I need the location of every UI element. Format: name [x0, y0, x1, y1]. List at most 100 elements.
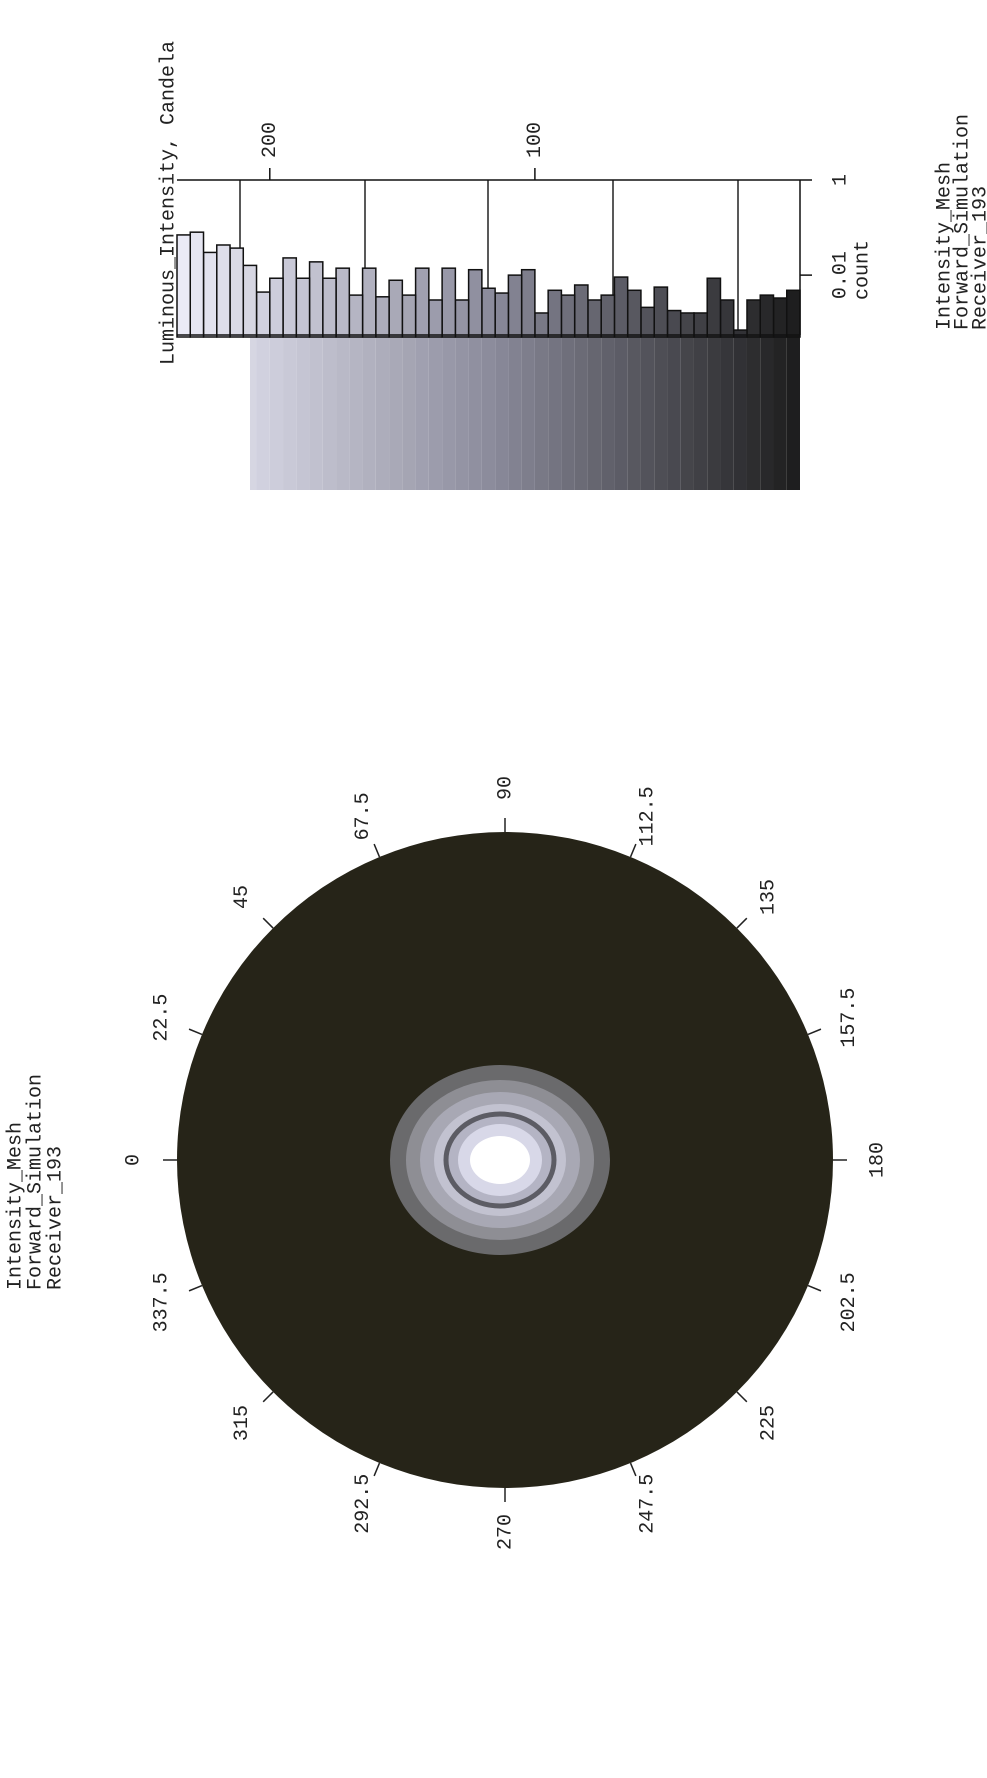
strip-cell — [587, 335, 602, 490]
bar — [255, 291, 271, 338]
bar — [388, 279, 404, 338]
chart-title: Forward_Simulation — [951, 114, 974, 330]
angle-label: 337.5 — [151, 1272, 174, 1332]
strip-cell — [283, 335, 297, 490]
bar — [401, 294, 417, 338]
angle-tick — [262, 917, 274, 929]
bar — [269, 277, 284, 338]
y-tick-label: 100 — [524, 122, 547, 158]
strip-cell — [428, 335, 443, 490]
bar — [600, 294, 616, 338]
angle-tick — [736, 1391, 748, 1403]
strip-cell — [349, 335, 363, 490]
bar — [189, 231, 205, 338]
angle-tick — [373, 843, 381, 858]
bar — [759, 294, 775, 338]
bar — [679, 312, 695, 338]
strip-cell — [495, 335, 509, 490]
angle-tick — [188, 1284, 203, 1292]
angle-label: 225 — [757, 1405, 780, 1441]
angle-label: 45 — [231, 885, 254, 909]
strip-cell — [481, 335, 496, 490]
strip-cell — [654, 335, 668, 490]
strip-cell — [614, 335, 628, 490]
strip-cell — [256, 335, 270, 490]
bar — [229, 247, 245, 338]
strip-cell — [561, 335, 575, 490]
bar — [746, 299, 761, 338]
angle-label: 90 — [494, 776, 517, 800]
strip-cell — [296, 335, 310, 490]
angle-label: 270 — [494, 1514, 517, 1550]
bar — [494, 292, 510, 338]
strip-cell — [786, 335, 800, 490]
strip-cell — [707, 335, 721, 490]
x-axis-label: count — [851, 240, 874, 300]
strip-cell — [415, 335, 429, 490]
strip-cell — [362, 335, 376, 490]
strip-cell — [336, 335, 350, 490]
angle-label: 315 — [231, 1405, 254, 1441]
bar — [534, 312, 549, 338]
bar — [732, 329, 748, 338]
angle-tick — [807, 1028, 822, 1036]
strip-cell — [548, 335, 562, 490]
bar — [308, 261, 324, 338]
bar — [202, 251, 218, 338]
bar — [414, 267, 430, 338]
strip-cell — [402, 335, 416, 490]
strip-cell — [760, 335, 774, 490]
bar — [322, 277, 337, 338]
intensity-blob — [390, 1065, 610, 1255]
strip-cell — [455, 335, 469, 490]
bar — [481, 287, 496, 338]
angle-label: 180 — [866, 1142, 889, 1178]
angle-label: 247.5 — [637, 1474, 660, 1534]
bar — [719, 299, 735, 338]
bar — [666, 309, 682, 338]
strip-cell — [680, 335, 694, 490]
bar — [640, 306, 655, 338]
strip-cell — [693, 335, 708, 490]
bar — [335, 267, 351, 338]
strip-cell — [733, 335, 747, 490]
chart-title: Receiver_193 — [44, 1146, 67, 1290]
strip-cell — [230, 335, 243, 490]
bar — [547, 289, 563, 338]
angle-tick — [736, 917, 748, 929]
bar — [507, 274, 523, 338]
bar — [706, 277, 722, 338]
bar — [454, 299, 470, 338]
strip-cell — [269, 335, 284, 490]
bar — [242, 264, 258, 338]
bar — [216, 244, 231, 338]
bar — [282, 257, 298, 338]
strip-cell — [190, 335, 203, 490]
bar — [520, 268, 536, 338]
strip-cell — [508, 335, 522, 490]
strip-cell — [375, 335, 390, 490]
bar — [653, 286, 669, 338]
angle-tick — [262, 1391, 274, 1403]
strip-cell — [389, 335, 403, 490]
bar — [348, 294, 364, 338]
strip-cell — [468, 335, 482, 490]
angle-tick — [629, 1462, 637, 1477]
bar — [785, 289, 801, 338]
angle-tick — [188, 1028, 203, 1036]
bar — [573, 284, 589, 338]
strip-cell — [773, 335, 787, 490]
strip-cell — [601, 335, 615, 490]
strip-cell — [667, 335, 681, 490]
angle-tick — [629, 843, 637, 858]
bar — [772, 297, 788, 338]
bar — [467, 268, 483, 338]
strip-cell — [720, 335, 734, 490]
strip-cell — [640, 335, 655, 490]
strip-cell — [309, 335, 323, 490]
y-axis-label: Luminous_Intensity, Candela — [157, 41, 180, 365]
strip-cell — [534, 335, 549, 490]
angle-label: 135 — [757, 879, 780, 915]
strip-cell — [746, 335, 761, 490]
